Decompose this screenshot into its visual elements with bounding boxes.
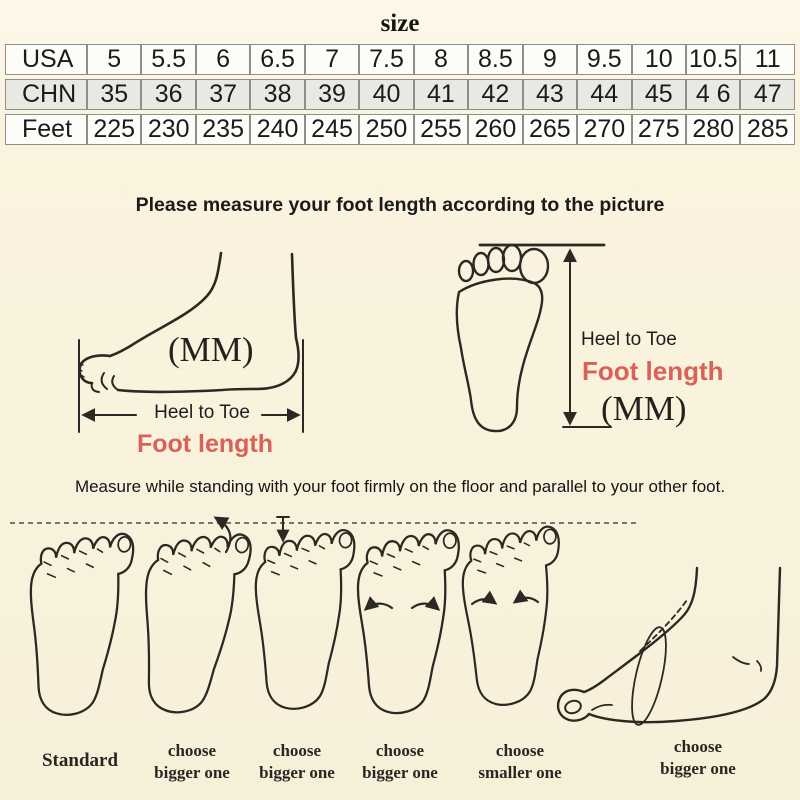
narrow-foot-arrow-right [512,589,540,604]
size-cell: 6.5 [250,44,305,75]
measurement-drawings [78,243,612,433]
size-cell: 5 [87,44,142,75]
size-cell: 285 [740,114,795,145]
size-cell: 9.5 [577,44,632,75]
size-cell: 7 [304,44,360,75]
size-cell: 42 [468,79,523,110]
size-row-label: Feet [5,114,87,145]
size-cell: 8 [413,44,469,75]
heel-to-toe-arrow-vertical [562,248,612,428]
foot-top-view-long-second-toe [248,524,357,713]
heel-to-toe-arrow-horizontal [78,339,304,433]
fit-guide-label-line: Standard [41,750,119,771]
size-cell: 240 [250,114,305,145]
page-title: size [380,10,420,37]
fit-guide-label: Standard [20,750,140,772]
size-cell: 255 [413,114,469,145]
size-cell: 245 [304,114,360,145]
size-cell: 45 [631,79,686,110]
wide-foot-arrow-right [410,596,441,611]
fit-guide-label: choose bigger one [142,740,242,784]
table-row-chn: CHN 35 36 37 38 39 40 41 42 43 44 45 4 6… [5,79,795,110]
fit-guide-label-line: bigger one [259,763,335,782]
girth-ellipse [631,626,667,726]
size-cell: 11 [740,44,795,75]
foot-length-label: Foot length [136,430,274,458]
fit-guide-label-line: smaller one [478,763,562,782]
foot-side-view-drawing [556,566,782,726]
size-cell: 10.5 [685,44,741,75]
fit-guide-label: choose bigger one [247,740,347,784]
size-cell: 270 [577,114,632,145]
fit-guide-label-line: bigger one [362,763,438,782]
foot-top-view-wide [350,524,461,718]
fit-guide-label-line: choose [167,741,217,760]
size-cell: 230 [141,114,196,145]
size-cell: 38 [250,79,305,110]
foot-top-view-standard [18,525,136,721]
unit-label-mm: (MM) [168,330,254,369]
size-cell: 37 [195,79,251,110]
size-conversion-table: USA 5 5.5 6 6.5 7 7.5 8 8.5 9 9.5 10 10.… [5,40,795,149]
size-row-label: USA [5,44,87,75]
size-row-label: CHN [5,79,87,110]
size-cell: 8.5 [468,44,523,75]
foot-top-view-bent-toe [128,521,254,721]
table-row-usa: USA 5 5.5 6 6.5 7 7.5 8 8.5 9 9.5 10 10.… [5,44,795,75]
instep-dashed-line [639,599,688,652]
size-cell: 44 [577,79,632,110]
size-cell: 280 [685,114,741,145]
unit-label-mm: (MM) [601,389,687,428]
size-cell: 260 [468,114,523,145]
foot-profile-drawing [78,251,300,394]
size-cell: 6 [195,44,251,75]
fit-guide-label-line: choose [375,741,425,760]
size-cell: 41 [413,79,469,110]
size-cell: 10 [631,44,686,75]
standing-measure-note: Measure while standing with your foot fi… [74,477,726,496]
footprint-drawing [455,243,606,433]
fit-guide-label: choose bigger one [350,740,450,784]
size-cell: 275 [631,114,686,145]
fit-guide-label-line: choose [495,741,545,760]
size-cell: 235 [195,114,251,145]
foot-length-label: Foot length [582,356,724,386]
size-cell: 225 [87,114,142,145]
fit-guide-label-line: bigger one [154,763,230,782]
size-cell: 4 6 [685,79,741,110]
fit-guide-label: choose bigger one [642,736,754,780]
foot-top-view-narrow [459,524,561,707]
size-cell: 7.5 [359,44,414,75]
size-cell: 265 [522,114,578,145]
measure-instruction-heading: Please measure your foot length accordin… [135,194,665,216]
heel-to-toe-label: Heel to Toe [581,329,677,350]
measurement-diagrams: (MM) Heel to Toe Foot length Heel to Toe… [0,230,800,470]
size-cell: 5.5 [141,44,196,75]
fit-guide-drawings [10,516,782,726]
size-cell: 39 [304,79,360,110]
fit-guide-label-line: choose [673,737,723,756]
fit-guide-label: choose smaller one [462,740,578,784]
heel-to-toe-label: Heel to Toe [154,402,250,423]
bent-toe-arrow [213,516,232,554]
size-cell: 36 [141,79,196,110]
narrow-foot-arrow-left [470,590,498,606]
size-cell: 35 [87,79,142,110]
wide-foot-arrow-left [363,596,394,611]
size-cell: 250 [359,114,414,145]
fit-guide-label-line: choose [272,741,322,760]
fit-guide-label-line: bigger one [660,759,736,778]
size-cell: 47 [740,79,795,110]
size-cell: 43 [522,79,578,110]
size-cell: 9 [522,44,578,75]
size-cell: 40 [359,79,414,110]
table-row-feet: Feet 225 230 235 240 245 250 255 260 265… [5,114,795,145]
